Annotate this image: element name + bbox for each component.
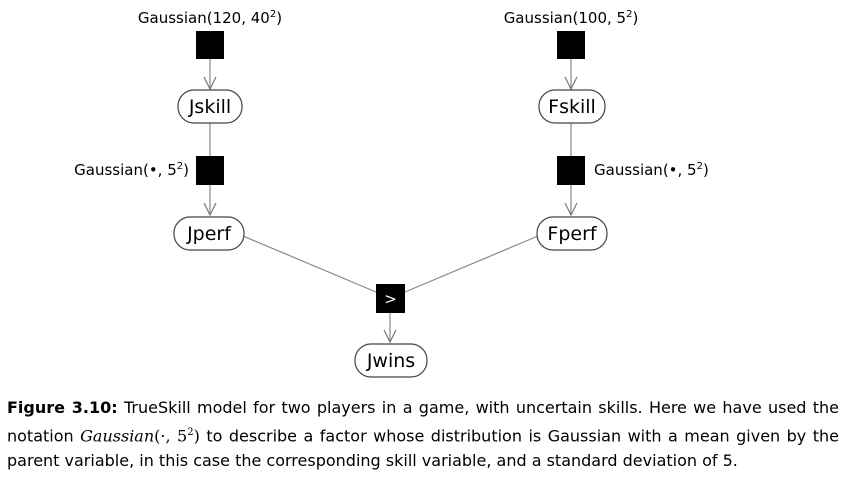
variable-label-fskill: Fskill xyxy=(548,96,596,118)
caption-text-2: to describe a factor whose distribution … xyxy=(7,426,839,471)
factor-fskill-prior xyxy=(557,31,585,59)
variable-label-fperf: Fperf xyxy=(547,223,597,245)
caption-label: Figure 3.10: xyxy=(7,398,118,417)
caption-text-1: TrueSkill model for two players in a gam… xyxy=(7,398,840,446)
variable-node-jperf: Jperf xyxy=(173,216,245,251)
caption-math-function: Gaussian xyxy=(80,426,155,446)
factor-jskill-prior xyxy=(196,31,224,59)
factor-label-fskill-prior: Gaussian(100, 52) xyxy=(504,9,639,27)
factor-label-jskill-prior: Gaussian(120, 402) xyxy=(138,9,282,27)
factor-jperf-noise xyxy=(196,156,224,185)
factor-label-jperf-noise: Gaussian(•, 52) xyxy=(74,161,189,179)
variable-node-jwins: Jwins xyxy=(354,343,428,378)
variable-label-jperf: Jperf xyxy=(186,223,232,245)
variable-label-jwins: Jwins xyxy=(366,350,415,372)
factor-fperf-noise xyxy=(557,156,585,185)
greater-than-symbol: > xyxy=(384,290,397,308)
variable-node-fperf: Fperf xyxy=(536,216,608,251)
trueskill-factor-graph: > Gaussian(120, 402) Gaussian(100, 52) G… xyxy=(74,9,709,378)
caption-math-exponent: 2 xyxy=(187,427,194,438)
edge-fperf-to-greater xyxy=(404,235,539,293)
variable-node-fskill: Fskill xyxy=(538,89,606,124)
figure-caption: Figure 3.10: TrueSkill model for two pla… xyxy=(7,395,839,473)
edge-jperf-to-greater xyxy=(242,235,377,293)
caption-math-close: ) xyxy=(193,426,200,446)
variable-node-jskill: Jskill xyxy=(177,89,243,124)
edges xyxy=(210,59,571,342)
factor-greater-than xyxy=(376,284,405,313)
variable-label-jskill: Jskill xyxy=(188,96,231,118)
caption-math-args: (·, 5 xyxy=(154,426,188,446)
factor-label-fperf-noise: Gaussian(•, 52) xyxy=(594,161,709,179)
